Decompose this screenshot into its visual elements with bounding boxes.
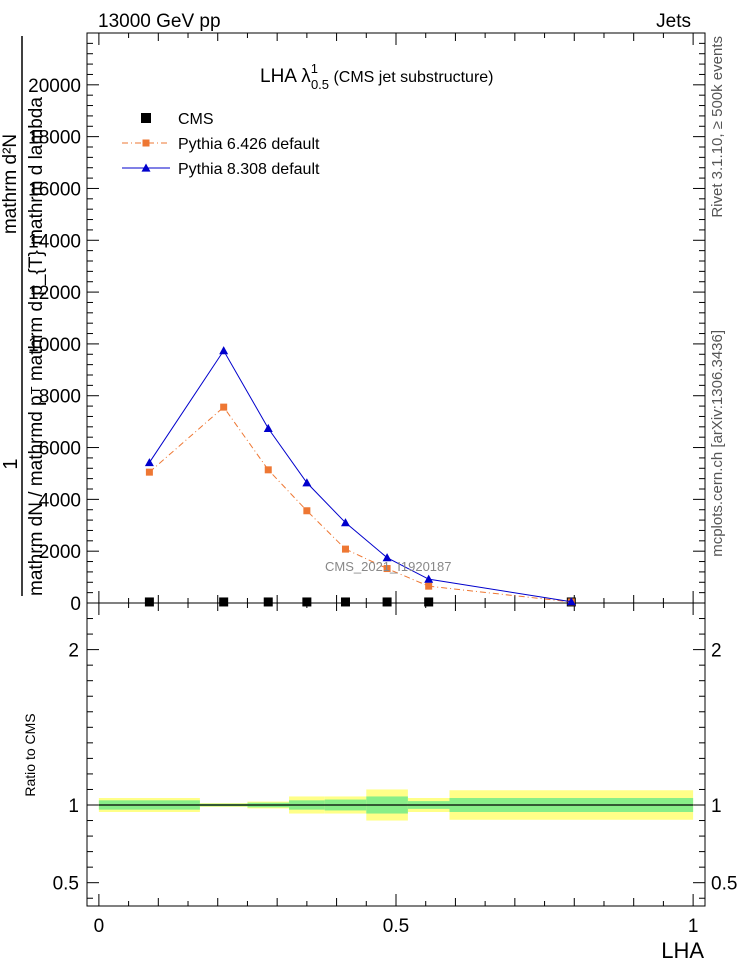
main-ytick-label: 12000 <box>28 283 81 304</box>
main-ytick-label: 18000 <box>28 128 81 149</box>
legend: CMS Pythia 6.426 default Pythia 8.308 defa… <box>122 111 320 178</box>
series-1 <box>145 403 575 606</box>
data-point <box>263 423 273 432</box>
xtick-label: 0 <box>94 916 105 937</box>
legend-label: CMS <box>178 111 214 128</box>
ylabel-denominator: mathrm dN / mathrmd pT mathrm d p_{T} ma… <box>26 97 47 596</box>
legend-label: Pythia 6.426 default <box>178 136 320 153</box>
mcplots-label: mcplots.cern.ch [arXiv:1306.3436] <box>709 330 726 557</box>
data-point <box>566 597 576 606</box>
data-point <box>424 597 434 607</box>
ylabel-numerator: mathrm d²N <box>0 134 21 234</box>
data-point <box>263 597 273 607</box>
data-point <box>302 478 312 487</box>
ylabel-prefix: 1 <box>0 458 22 469</box>
xtick-label: 1 <box>688 916 699 937</box>
legend-marker <box>142 139 150 147</box>
data-point <box>219 346 229 355</box>
ratio-ytick-label-right: 0.5 <box>711 874 737 895</box>
series-layer <box>144 346 576 607</box>
data-point <box>303 507 311 515</box>
main-ytick-label: 2000 <box>39 542 81 563</box>
main-ytick-label: 16000 <box>28 179 81 200</box>
series-line <box>148 349 572 603</box>
ratio-panel-frame <box>86 602 706 907</box>
main-ylabel: 1 mathrm d²N mathrm dN / mathrmd pT math… <box>0 36 47 596</box>
data-point <box>302 597 312 607</box>
ratio-bands <box>98 789 694 821</box>
main-ytick-label: 4000 <box>39 490 81 511</box>
series-0 <box>144 597 576 607</box>
analysis-watermark: CMS_2021_I1920187 <box>325 559 452 574</box>
ratio-ytick-label-right: 1 <box>711 796 722 817</box>
data-point <box>144 458 154 467</box>
data-point <box>424 574 434 583</box>
ratio-ylabel: Ratio to CMS <box>22 713 38 796</box>
rivet-label: Rivet 3.1.10, ≥ 500k events <box>709 36 726 218</box>
ratio-ytick-label: 0.5 <box>53 874 79 895</box>
data-point <box>219 597 229 607</box>
data-point <box>340 597 350 607</box>
header-right: Jets <box>656 11 691 32</box>
data-point <box>382 553 392 562</box>
chart-title: LHA λ1 0.5 (CMS jet substructure) <box>260 61 494 92</box>
xtick-label: 0.5 <box>383 916 409 937</box>
main-ytick-label: 8000 <box>39 387 81 408</box>
x-axis-label: LHA <box>661 938 704 963</box>
main-ytick-label: 6000 <box>39 439 81 460</box>
ratio-ytick-label-right: 2 <box>711 641 722 662</box>
header-left: 13000 GeV pp <box>98 11 221 32</box>
main-ytick-label: 10000 <box>28 335 81 356</box>
legend-marker <box>141 163 151 172</box>
series-2 <box>144 346 576 606</box>
data-point <box>144 597 154 607</box>
data-point <box>264 466 272 474</box>
main-ytick-label: 14000 <box>28 231 81 252</box>
ratio-ytick-label: 1 <box>68 796 79 817</box>
main-ytick-label: 0 <box>70 594 81 615</box>
data-point <box>340 518 350 527</box>
data-point <box>425 582 433 590</box>
series-line <box>149 406 572 603</box>
ratio-ytick-label: 2 <box>68 641 79 662</box>
main-y-axis: 0 2000 4000 6000 8000 10000 12000 14000 16000 180… <box>28 32 705 615</box>
main-ytick-label: 20000 <box>28 76 81 97</box>
data-point <box>145 468 153 476</box>
data-point <box>220 403 228 411</box>
legend-label: Pythia 8.308 default <box>178 161 320 178</box>
data-point <box>383 565 391 573</box>
legend-marker <box>141 113 151 123</box>
ratio-y-axis: 0.5 0.5 1 1 2 2 <box>53 618 737 899</box>
data-point <box>382 597 392 607</box>
data-point <box>341 545 349 553</box>
